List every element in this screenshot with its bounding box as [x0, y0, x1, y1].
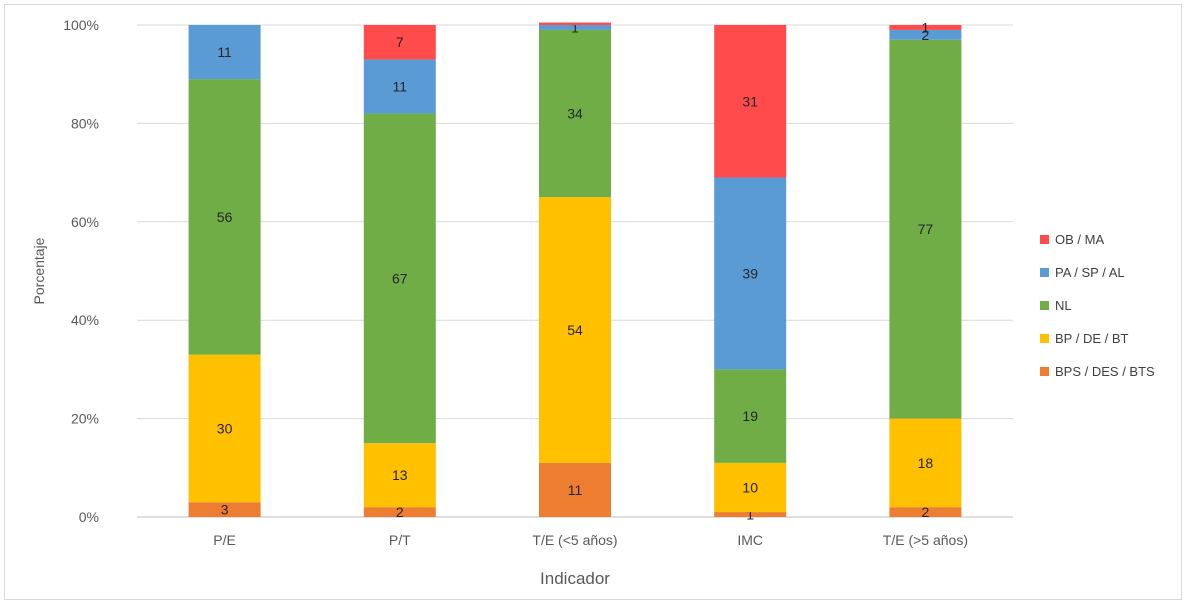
- data-label: 2: [922, 504, 930, 520]
- bar-segment: [889, 29, 962, 40]
- data-label: 31: [742, 93, 758, 109]
- data-label: 1: [746, 507, 754, 523]
- legend-swatch: [1040, 300, 1049, 310]
- data-label: 2: [922, 27, 930, 43]
- x-tick-label: P/T: [389, 532, 411, 548]
- data-label: 34: [567, 106, 583, 122]
- bar-segment: [539, 29, 611, 198]
- bar-segment: [539, 462, 611, 517]
- data-label: 11: [217, 44, 232, 60]
- data-label: 7: [396, 34, 404, 50]
- data-label: 54: [567, 322, 583, 338]
- bar-segment: [188, 25, 261, 80]
- legend-swatch: [1040, 333, 1049, 343]
- x-tick-label: T/E (>5 años): [883, 532, 968, 548]
- bar-segment: [188, 502, 261, 517]
- data-label: 39: [742, 265, 758, 281]
- x-tick-label: P/E: [213, 532, 236, 548]
- y-tick-label: 100%: [63, 17, 99, 33]
- y-tick-label: 60%: [71, 214, 99, 230]
- bar-segment: [539, 22, 611, 25]
- data-label: 67: [392, 270, 408, 286]
- bar-segment: [363, 507, 436, 517]
- data-label: 56: [217, 209, 233, 225]
- bar-segment: [889, 507, 962, 517]
- legend-label: NL: [1055, 297, 1072, 313]
- bar-segment: [889, 418, 962, 508]
- legend-label: BP / DE / BT: [1055, 330, 1129, 346]
- legend-swatch: [1040, 366, 1049, 376]
- bar-segment: [714, 369, 787, 463]
- data-label: 19: [742, 408, 758, 424]
- y-axis-title: Porcentaje: [31, 237, 47, 304]
- legend-swatch: [1040, 267, 1049, 277]
- legend-item: BP / DE / BT: [1040, 325, 1155, 351]
- bar-segment: [714, 25, 787, 178]
- data-label: 11: [568, 482, 583, 498]
- legend-item: OB / MA: [1040, 226, 1155, 252]
- data-label: 11: [393, 79, 408, 95]
- y-tick-label: 40%: [71, 312, 99, 328]
- bar-segment: [539, 25, 611, 30]
- legend-item: NL: [1040, 292, 1155, 318]
- x-tick-label: IMC: [737, 532, 763, 548]
- bar-segment: [714, 512, 787, 517]
- legend-label: BPS / DES / BTS: [1055, 363, 1155, 379]
- data-label: 18: [918, 455, 934, 471]
- data-label: 13: [392, 467, 408, 483]
- x-axis-title: Indicador: [540, 569, 610, 588]
- legend-swatch: [1040, 234, 1049, 244]
- data-label: 30: [217, 420, 233, 436]
- legend-item: PA / SP / AL: [1040, 259, 1155, 285]
- bar-segment: [889, 39, 962, 419]
- bar-segment: [714, 462, 787, 513]
- x-tick-label: T/E (<5 años): [532, 532, 617, 548]
- bar-segment: [363, 25, 436, 60]
- bar-segment: [188, 354, 261, 503]
- bar-segment: [363, 59, 436, 114]
- data-label: 1: [571, 19, 579, 35]
- bar-segment: [889, 25, 962, 30]
- legend-label: OB / MA: [1055, 231, 1105, 247]
- legend: OB / MA PA / SP / AL NL BP / DE / BT BPS / D…: [1040, 226, 1155, 391]
- data-label: 77: [918, 221, 934, 237]
- bar-segment: [539, 197, 611, 463]
- bar-segment: [363, 443, 436, 508]
- chart-frame: [4, 4, 1182, 600]
- y-tick-label: 0%: [79, 509, 99, 525]
- data-label: 10: [742, 479, 758, 495]
- legend-item: BPS / DES / BTS: [1040, 358, 1155, 384]
- data-label: 2: [396, 504, 404, 520]
- y-tick-label: 20%: [71, 411, 99, 427]
- data-label: 3: [221, 502, 229, 518]
- y-tick-label: 80%: [71, 115, 99, 131]
- bar-segment: [363, 113, 436, 444]
- bar-segment: [188, 79, 261, 355]
- legend-label: PA / SP / AL: [1055, 264, 1125, 280]
- bar-segment: [714, 177, 787, 370]
- data-label: 1: [922, 19, 930, 35]
